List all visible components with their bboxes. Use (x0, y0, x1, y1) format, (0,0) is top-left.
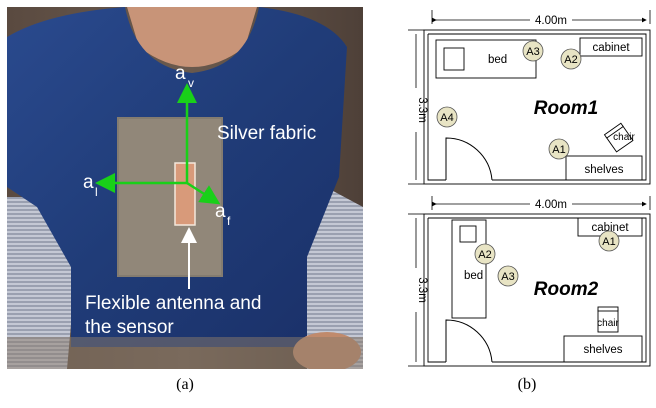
room1-cabinet-label: cabinet (592, 42, 630, 54)
room1-anchor-a2: A2 (560, 48, 582, 70)
room1-height-label: 3.3m (416, 97, 428, 123)
sensor-photo: a v a l a f Silver fabric Flexible anten… (7, 7, 363, 369)
room2-chair-label: chair (597, 318, 619, 329)
room2-height-label: 3.3m (416, 277, 428, 303)
axis-l-subscript: l (95, 185, 98, 199)
axis-v-subscript: v (188, 76, 194, 90)
svg-text:A2: A2 (478, 249, 491, 261)
room2-title: Room2 (534, 279, 599, 300)
room1-shelves-label: shelves (585, 164, 624, 176)
svg-text:A3: A3 (501, 271, 514, 283)
axis-v-label: a (175, 63, 186, 84)
caption-a: (a) (176, 376, 194, 393)
axis-f-subscript: f (227, 214, 231, 228)
room2-plan: 4.00m 3.3m bed cabinet chair shelves Roo… (408, 196, 651, 367)
room2-bed-label: bed (464, 270, 483, 282)
axis-f-label: a (215, 201, 226, 222)
room2-anchor-a2: A2 (474, 243, 496, 265)
room2-cabinet-label: cabinet (591, 222, 629, 234)
svg-text:A4: A4 (440, 112, 453, 124)
room1-anchor-a3: A3 (522, 40, 544, 62)
room2-width-label: 4.00m (535, 199, 567, 211)
axis-f-arrow (186, 181, 221, 205)
room2-anchor-a1: A1 (598, 230, 620, 252)
svg-text:A1: A1 (552, 144, 565, 156)
svg-text:A2: A2 (564, 54, 577, 66)
room1-bed-label: bed (488, 54, 507, 66)
antenna-label-line1: Flexible antenna and (85, 293, 261, 314)
room2-anchor-a3: A3 (497, 265, 519, 287)
room1-anchor-a4: A4 (436, 106, 458, 128)
antenna-label-line2: the sensor (85, 317, 174, 338)
floor-plans: 4.00m 3.3m bed cabinet chair shelves Roo… (408, 10, 651, 367)
axis-l-label: a (83, 172, 94, 193)
silver-fabric-label: Silver fabric (217, 123, 316, 144)
room1-chair-label: chair (613, 132, 635, 143)
room1-plan: 4.00m 3.3m bed cabinet chair shelves Roo… (408, 10, 651, 185)
caption-b: (b) (517, 376, 537, 393)
room1-anchor-a1: A1 (548, 138, 570, 160)
svg-text:A3: A3 (526, 46, 539, 58)
room1-title: Room1 (534, 98, 598, 119)
room1-width-label: 4.00m (535, 15, 567, 27)
svg-text:A1: A1 (602, 236, 615, 248)
room2-shelves-label: shelves (584, 344, 623, 356)
